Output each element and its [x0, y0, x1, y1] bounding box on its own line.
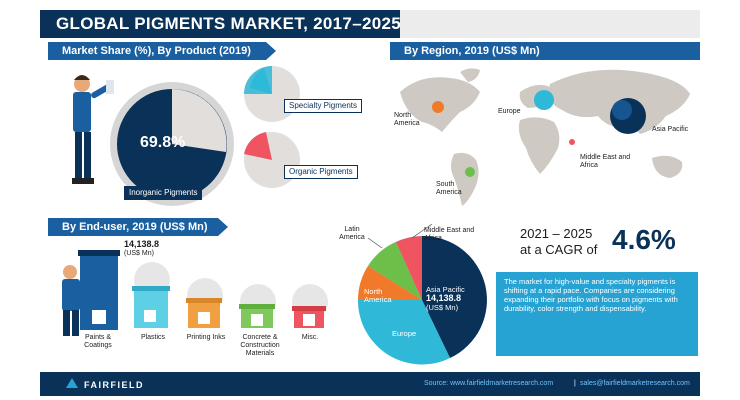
worker-illustration [62, 265, 80, 336]
region-pie [357, 223, 487, 365]
europe-marker [534, 90, 554, 110]
brand-name: FAIRFIELD [84, 380, 144, 390]
organic-pie [244, 132, 300, 188]
inorganic-label: Inorganic Pigments [124, 186, 203, 200]
title-bar [40, 10, 400, 38]
cagr-period: 2021 – 2025 [520, 226, 593, 241]
map-label-south-america: South America [436, 181, 462, 196]
page-title: GLOBAL PIGMENTS MARKET, 2017–2025 [56, 14, 401, 33]
pie-label-asia-name: Asia Pacific [426, 285, 465, 294]
pie-label-europe: Europe [392, 329, 417, 338]
world-map [400, 68, 690, 206]
cagr-prefix: at a CAGR of [520, 242, 598, 257]
footer-source[interactable]: Source: www.fairfieldmarketresearch.com [424, 380, 554, 387]
map-label-mea: Middle East and Africa [580, 154, 631, 169]
enduser-top-value-number: 14,138.8 [124, 239, 160, 249]
enduser-label-concrete: Concrete & Construction Materials [240, 334, 280, 357]
section-header-arrow [266, 42, 276, 60]
pie-label-asia-unit: (US$ Mn) [426, 303, 459, 312]
map-label-asia-pacific: Asia Pacific [652, 126, 689, 133]
product-share-graphic [72, 66, 314, 206]
brand-logo-icon [66, 378, 78, 388]
enduser-label-plastics: Plastics [140, 334, 166, 341]
enduser-label-printing-inks: Printing Inks [186, 334, 226, 341]
organic-label: Organic Pigments [284, 165, 358, 179]
region-slice-mea [396, 236, 422, 300]
footer-bar [40, 372, 700, 396]
title-bar-extension [400, 10, 700, 38]
map-label-north-america: North America [394, 112, 420, 127]
pie-label-mea: Middle East and Africa [424, 227, 475, 242]
north-america-marker [432, 101, 444, 113]
enduser-label-misc: Misc. [301, 334, 319, 341]
pie-label-asia-value: 14,138.8 [426, 293, 462, 303]
cagr-value: 4.6% [612, 224, 676, 255]
enduser-top-value: 14,138.8 (US$ Mn) [124, 240, 159, 258]
enduser-buckets [62, 250, 328, 336]
inorganic-value: 69.8% [140, 134, 186, 151]
pie-label-asia-pacific: Asia Pacific 14,138.8 (US$ Mn) [426, 285, 465, 312]
map-label-europe: Europe [498, 108, 521, 115]
region-slice-europe [357, 300, 450, 365]
specialty-pie [244, 66, 300, 122]
section-header-region: By Region, 2019 (US$ Mn) [390, 42, 700, 60]
region-slice-north-america [358, 266, 422, 300]
region-slice-latin-america [368, 242, 422, 300]
pie-label-latin-america: Latin America [339, 226, 365, 241]
region-slice-asia-pacific [422, 235, 487, 358]
mea-marker [569, 139, 575, 145]
section-header-product: Market Share (%), By Product (2019) [48, 42, 266, 60]
pie-label-north-america: North America [364, 287, 392, 304]
enduser-top-value-unit: (US$ Mn) [124, 250, 154, 257]
south-america-marker [465, 167, 475, 177]
enduser-label-paints: Paints & Coatings [84, 334, 112, 349]
cagr-box [496, 272, 698, 356]
painter-illustration [72, 75, 114, 184]
inorganic-pie [110, 82, 234, 206]
cagr-description: The market for high-value and specialty … [504, 277, 678, 313]
specialty-label: Specialty Pigments [284, 99, 363, 113]
footer-divider: | [574, 380, 576, 387]
footer-email[interactable]: sales@fairfieldmarketresearch.com [580, 380, 690, 387]
section-header-arrow [218, 218, 228, 236]
section-header-enduser: By End-user, 2019 (US$ Mn) [48, 218, 218, 236]
